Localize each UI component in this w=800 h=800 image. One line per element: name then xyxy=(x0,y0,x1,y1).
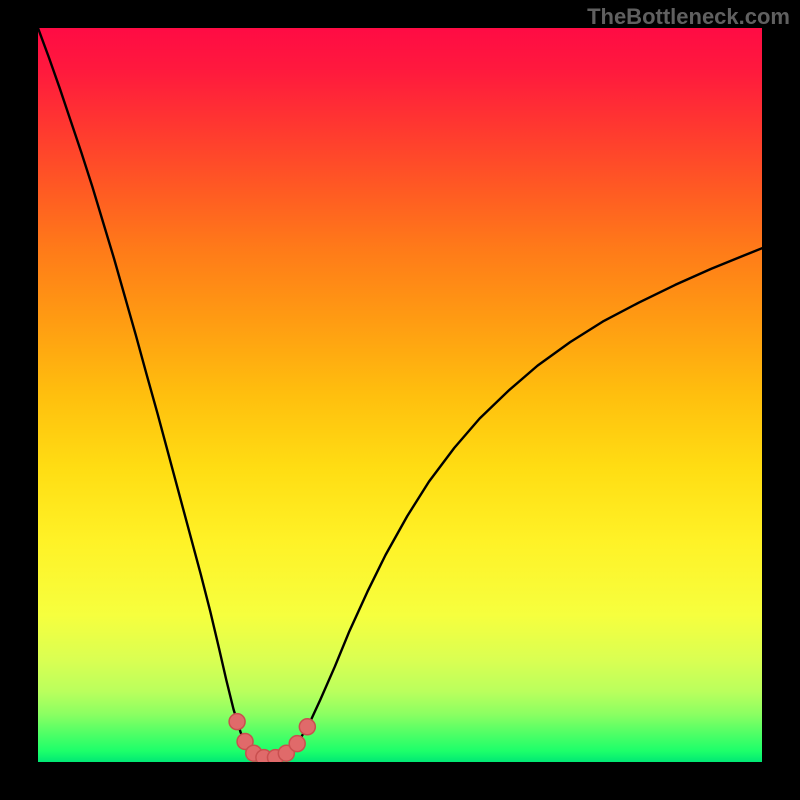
chart-stage: TheBottleneck.com xyxy=(0,0,800,800)
curve-marker xyxy=(229,714,245,730)
plot-background xyxy=(38,28,762,762)
plot-area xyxy=(38,28,762,762)
plot-svg xyxy=(38,28,762,762)
curve-marker xyxy=(299,719,315,735)
curve-marker xyxy=(289,736,305,752)
watermark-text: TheBottleneck.com xyxy=(587,4,790,30)
